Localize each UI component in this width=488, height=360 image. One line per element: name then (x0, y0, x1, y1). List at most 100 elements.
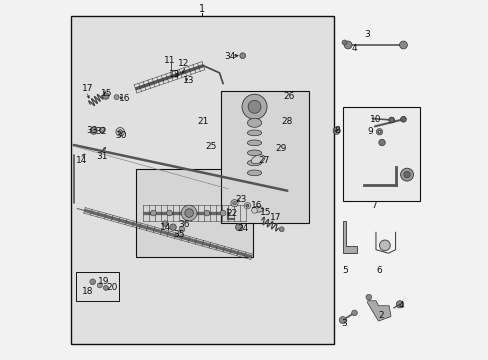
Text: 9: 9 (366, 127, 372, 136)
Text: 31: 31 (96, 152, 107, 161)
Text: 15: 15 (259, 208, 270, 217)
Circle shape (169, 224, 176, 230)
Circle shape (247, 100, 261, 113)
Circle shape (242, 94, 266, 119)
Circle shape (230, 200, 238, 207)
Circle shape (184, 209, 193, 217)
Text: 25: 25 (204, 141, 216, 150)
Text: 19: 19 (98, 277, 109, 286)
Circle shape (90, 127, 97, 134)
Text: 7: 7 (370, 201, 376, 210)
Circle shape (279, 227, 284, 232)
Bar (221, 91, 308, 223)
Circle shape (240, 53, 245, 59)
Text: 34: 34 (224, 52, 235, 61)
Text: 15: 15 (101, 89, 113, 98)
Circle shape (166, 210, 172, 216)
Bar (76, 272, 119, 301)
Text: 6: 6 (376, 266, 382, 275)
Circle shape (162, 221, 168, 226)
Circle shape (251, 207, 257, 213)
Polygon shape (342, 221, 356, 253)
Text: 13: 13 (169, 70, 180, 79)
Circle shape (181, 205, 197, 221)
Bar (71, 16, 333, 344)
Circle shape (116, 127, 124, 136)
Text: 5: 5 (342, 266, 347, 275)
Text: 10: 10 (369, 116, 381, 125)
Text: 17: 17 (82, 84, 94, 93)
Text: 2: 2 (377, 311, 383, 320)
Circle shape (179, 226, 184, 232)
Text: 4: 4 (351, 44, 357, 53)
Circle shape (203, 210, 209, 216)
Circle shape (90, 279, 95, 285)
Ellipse shape (247, 160, 261, 166)
Text: 1: 1 (198, 4, 204, 14)
Text: 22: 22 (225, 210, 237, 219)
Ellipse shape (247, 170, 261, 176)
Text: 30: 30 (115, 131, 127, 140)
Text: 13: 13 (183, 76, 195, 85)
Text: 27: 27 (258, 156, 269, 165)
Circle shape (344, 41, 351, 49)
Ellipse shape (247, 118, 261, 127)
Text: 16: 16 (119, 94, 130, 103)
Text: 21: 21 (197, 117, 209, 126)
Text: 14: 14 (160, 222, 171, 231)
Circle shape (400, 116, 406, 122)
Text: 3: 3 (363, 30, 369, 39)
Text: 8: 8 (334, 126, 340, 135)
Circle shape (378, 139, 385, 146)
Circle shape (150, 210, 156, 216)
Circle shape (220, 210, 225, 216)
Circle shape (400, 168, 413, 181)
Circle shape (395, 301, 403, 308)
Text: 29: 29 (275, 144, 286, 153)
Circle shape (245, 204, 248, 207)
Text: 20: 20 (106, 283, 117, 292)
Circle shape (244, 203, 250, 209)
Circle shape (351, 310, 357, 316)
Circle shape (114, 95, 119, 100)
Text: 17: 17 (270, 213, 281, 222)
Circle shape (332, 127, 340, 134)
Text: 26: 26 (283, 91, 294, 100)
Circle shape (379, 240, 389, 251)
Text: 23: 23 (235, 195, 246, 204)
Text: 4: 4 (397, 301, 403, 310)
Text: 18: 18 (82, 287, 94, 296)
Bar (135, 169, 253, 257)
Text: 28: 28 (281, 117, 292, 126)
Circle shape (99, 127, 105, 133)
Circle shape (388, 117, 394, 123)
Text: 36: 36 (179, 220, 190, 229)
Text: 14: 14 (76, 156, 87, 165)
Circle shape (339, 316, 346, 324)
Polygon shape (367, 301, 390, 321)
Circle shape (97, 283, 102, 288)
Circle shape (235, 224, 242, 231)
Circle shape (102, 93, 109, 99)
Text: 3: 3 (340, 319, 346, 328)
Circle shape (341, 40, 346, 45)
Circle shape (377, 130, 380, 133)
Circle shape (103, 285, 108, 291)
Bar (342, 107, 419, 202)
Text: 35: 35 (173, 230, 185, 239)
Text: 24: 24 (237, 224, 248, 233)
Text: 33: 33 (86, 126, 97, 135)
Circle shape (232, 202, 236, 205)
Text: 32: 32 (95, 127, 106, 136)
Text: 11: 11 (163, 56, 175, 65)
Circle shape (376, 129, 382, 135)
Circle shape (399, 41, 407, 49)
Circle shape (118, 130, 122, 134)
Ellipse shape (247, 150, 261, 156)
Ellipse shape (247, 130, 261, 136)
Circle shape (365, 294, 371, 300)
Text: 16: 16 (251, 201, 262, 210)
Ellipse shape (247, 140, 261, 146)
Text: 12: 12 (178, 59, 189, 68)
Ellipse shape (251, 155, 264, 164)
